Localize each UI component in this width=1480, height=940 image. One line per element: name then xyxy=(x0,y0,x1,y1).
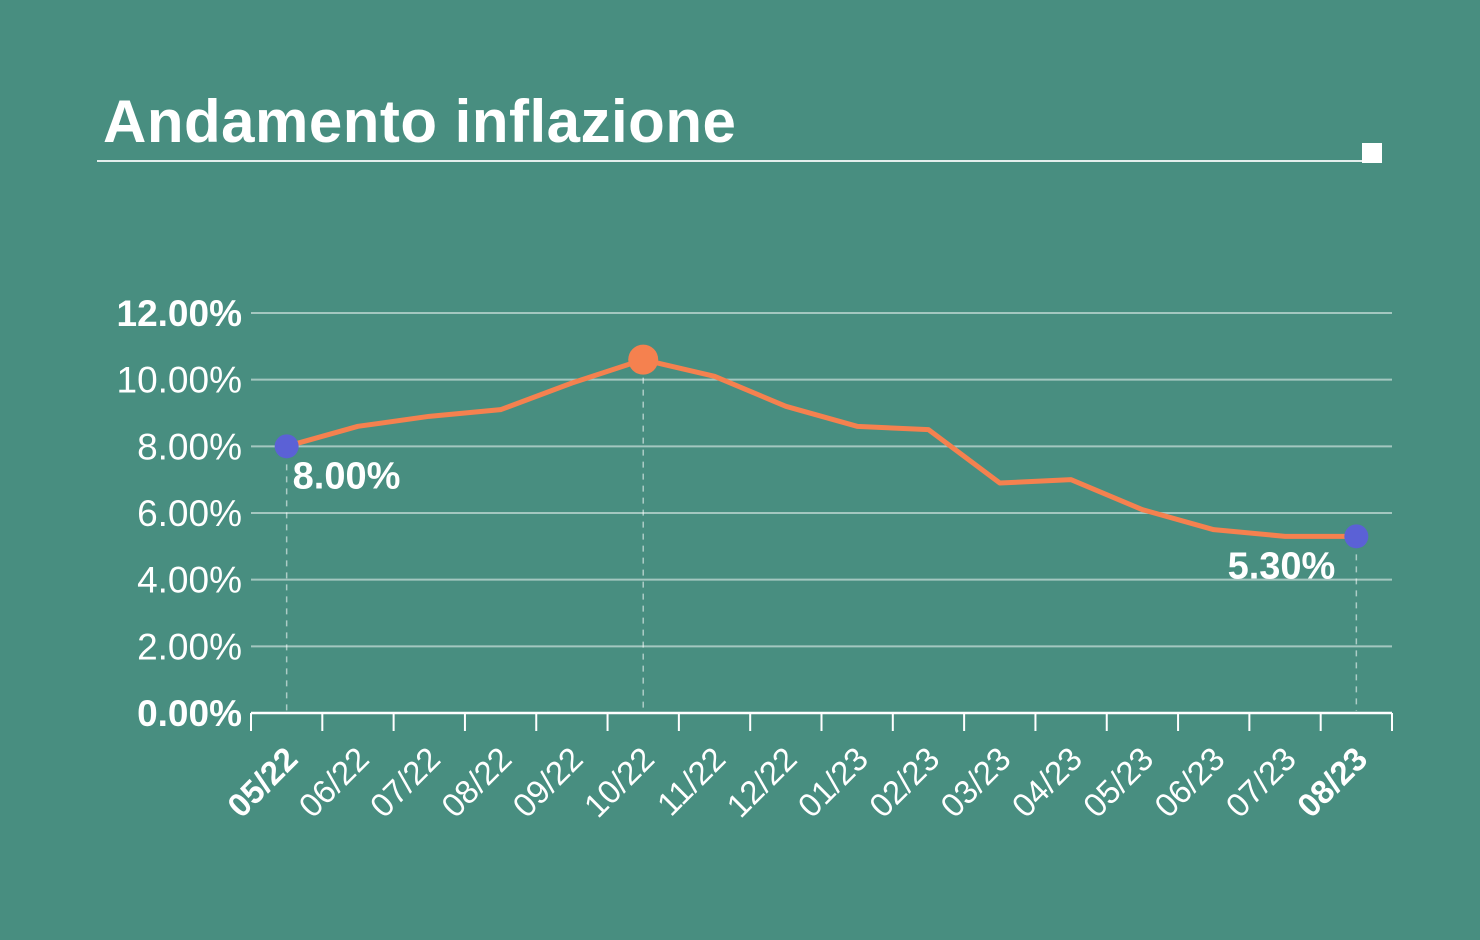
data-point-dot xyxy=(274,434,299,459)
x-axis-label: 07/22 xyxy=(363,740,448,825)
x-axis-label: 05/22 xyxy=(220,740,305,825)
data-point-dot xyxy=(628,344,659,375)
y-axis-label: 8.00% xyxy=(137,426,242,467)
x-axis-label: 08/22 xyxy=(434,740,519,825)
y-axis-label: 10.00% xyxy=(117,360,243,401)
x-axis-label: 09/22 xyxy=(505,740,590,825)
title-underline xyxy=(97,160,1362,162)
x-axis-label: 05/23 xyxy=(1076,740,1161,825)
chart-title: Andamento inflazione xyxy=(103,88,737,155)
x-axis-label: 10/22 xyxy=(577,740,662,825)
y-axis-label: 6.00% xyxy=(137,493,242,534)
x-axis-label: 02/23 xyxy=(862,740,947,825)
x-axis-label: 11/22 xyxy=(650,740,733,823)
title-accent-square xyxy=(1362,143,1382,163)
x-axis-label: 03/23 xyxy=(933,740,1018,825)
inflation-line xyxy=(284,357,1359,539)
data-point-callout: 5.30% xyxy=(1228,545,1336,587)
data-point-callout: 8.00% xyxy=(293,455,401,497)
y-axis-label: 0.00% xyxy=(137,693,242,734)
y-axis-label: 12.00% xyxy=(117,293,243,334)
x-axis-label: 04/23 xyxy=(1004,740,1089,825)
x-axis-label: 01/23 xyxy=(791,740,876,825)
y-axis-label: 2.00% xyxy=(137,626,242,667)
x-axis-label: 06/23 xyxy=(1147,740,1232,825)
x-axis-label: 08/23 xyxy=(1290,740,1375,825)
y-axis-label: 4.00% xyxy=(137,560,242,601)
x-axis-label: 06/22 xyxy=(291,740,376,825)
x-axis-label: 07/23 xyxy=(1218,740,1303,825)
data-point-dot xyxy=(1344,524,1369,549)
x-axis-label: 12/22 xyxy=(719,740,804,825)
